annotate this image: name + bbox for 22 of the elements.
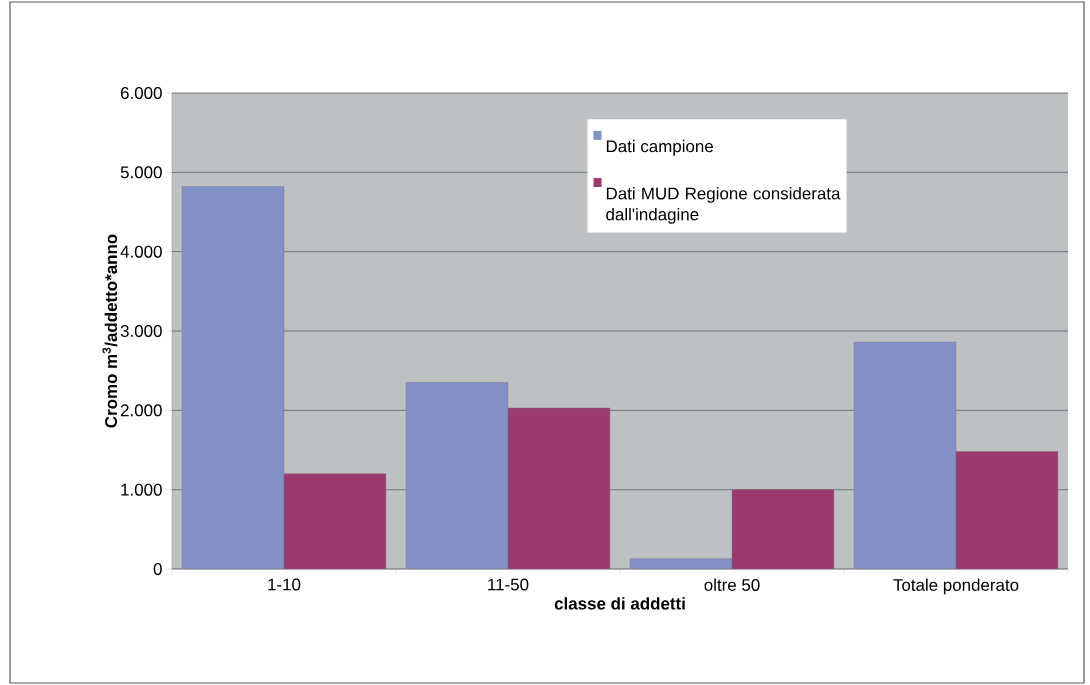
bar <box>853 341 957 569</box>
legend-label: Dati MUD Regione considerata dall'indagine <box>606 187 841 224</box>
y-tick-label: 1.000 <box>121 483 162 496</box>
bar <box>181 186 285 569</box>
bar <box>731 489 835 569</box>
y-tick-label: 5.000 <box>120 166 162 179</box>
y-tick-label: 2.000 <box>120 404 162 417</box>
y-tick-label: 0 <box>153 563 162 575</box>
x-axis-title: classe di addetti <box>554 597 685 610</box>
x-tick-label: 1-10 <box>268 578 301 591</box>
bar <box>283 473 387 569</box>
y-tick-label: 6.000 <box>120 87 162 99</box>
y-tick-label: 3.000 <box>120 325 162 337</box>
bar <box>507 407 611 569</box>
bar <box>405 382 509 569</box>
x-tick-label: oltre 50 <box>704 578 760 591</box>
y-axis-title: Cromo m$^{3}$/addetto*anno <box>102 234 118 428</box>
legend-label: Dati campione <box>606 139 713 156</box>
x-tick-label: 11-50 <box>488 578 529 591</box>
y-tick-label: 4.000 <box>120 245 162 258</box>
bar <box>955 451 1059 569</box>
x-tick-label: Totale ponderato <box>893 578 1019 595</box>
